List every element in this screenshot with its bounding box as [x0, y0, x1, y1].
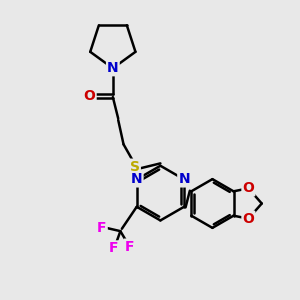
Text: N: N [131, 172, 142, 186]
Text: F: F [109, 242, 119, 255]
Text: O: O [242, 212, 254, 226]
Text: O: O [84, 88, 96, 103]
Text: N: N [107, 61, 119, 75]
Text: N: N [178, 172, 190, 186]
Text: S: S [130, 160, 140, 174]
Text: O: O [242, 181, 254, 195]
Text: F: F [124, 240, 134, 254]
Text: F: F [97, 220, 107, 235]
